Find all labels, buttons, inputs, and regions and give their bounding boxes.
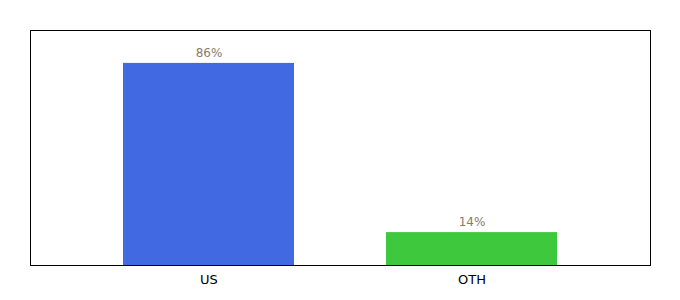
svg-text:14%: 14% [459,215,486,229]
svg-text:OTH: OTH [458,272,486,287]
svg-text:86%: 86% [196,46,223,60]
svg-text:US: US [200,272,218,287]
